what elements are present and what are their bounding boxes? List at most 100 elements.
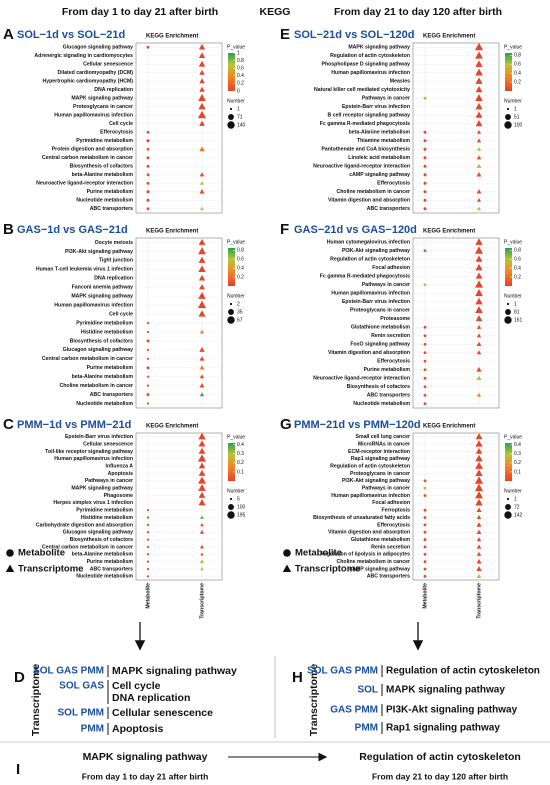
chart-title: GAS−1d vs GAS−21d — [17, 224, 128, 236]
data-point — [476, 375, 482, 381]
category-label: ABC transporters — [90, 392, 133, 398]
data-point — [476, 522, 482, 527]
category-label: Toll-like receptor signaling pathway — [45, 449, 133, 455]
data-point — [475, 238, 483, 245]
category-label: Fanconi anemia pathway — [72, 285, 134, 291]
size-tick-label: 1 — [514, 106, 517, 112]
data-point — [476, 197, 482, 202]
data-point — [423, 181, 427, 185]
data-point — [475, 60, 483, 67]
data-point — [423, 130, 427, 134]
category-label: Neuroactive ligand-receptor interaction — [313, 376, 410, 382]
data-point — [423, 368, 427, 372]
data-point — [199, 346, 205, 352]
data-point — [146, 384, 150, 387]
data-point — [423, 567, 427, 571]
data-point — [475, 111, 483, 118]
category-label: Herpes simplex virus 1 infection — [53, 500, 133, 506]
data-point — [146, 45, 150, 49]
data-point — [146, 173, 150, 177]
category-label: Neuroactive ligand-receptor interaction — [313, 164, 410, 170]
group-label: SOL GAS PMM — [33, 666, 104, 677]
category-label: Neuroactive ligand-receptor interaction — [36, 181, 133, 187]
size-tick-label: 195 — [237, 512, 246, 518]
category-label: Fc gamma R-mediated phagocytosis — [320, 274, 410, 280]
size-key — [229, 497, 233, 501]
data-point — [476, 138, 482, 143]
chart-title: PMM−21d vs PMM−120d — [294, 419, 421, 431]
category-label: Purine metabolism — [364, 367, 411, 373]
legend-title: Number — [227, 293, 245, 299]
legend-label: Transcriptome — [18, 564, 83, 575]
size-key — [504, 121, 512, 129]
to-period: From day 21 to day 120 after birth — [372, 771, 508, 781]
size-tick-label: 161 — [514, 317, 523, 323]
color-tick-label: 0.4 — [514, 265, 521, 271]
data-point — [199, 356, 205, 361]
category-label: Proteoglycans in cancer — [350, 308, 410, 314]
category-label: ABC transporters — [367, 393, 410, 399]
data-point — [198, 447, 206, 454]
data-point — [423, 376, 427, 380]
data-point — [476, 515, 482, 520]
category-label: Natural killer cell mediated cytotoxicit… — [314, 87, 410, 93]
legend-shape — [282, 564, 292, 573]
category-label: Efferocytosis — [377, 522, 410, 528]
data-point — [199, 172, 205, 177]
category-label: Biosynthesis of cofactors — [70, 338, 134, 344]
category-label: cAMP signaling pathway — [349, 172, 410, 178]
data-point — [198, 498, 206, 506]
legend-title: P_value — [504, 44, 522, 50]
data-point — [423, 560, 427, 564]
chart-title: SOL−21d vs SOL−120d — [294, 29, 414, 41]
data-point — [146, 164, 150, 168]
category-label: Human papillomavirus infection — [331, 291, 410, 297]
color-tick-label: 0.8 — [514, 53, 521, 59]
data-point — [475, 68, 483, 76]
category-label: Cell cycle — [109, 311, 133, 317]
data-point — [146, 156, 150, 160]
plot-area — [412, 237, 500, 409]
axis-label: Transcriptome — [30, 664, 42, 737]
color-tick-label: 0.3 — [237, 451, 244, 457]
category-label: Glutathione metabolism — [351, 325, 410, 331]
size-key — [506, 302, 510, 306]
category-label: Measles — [390, 79, 410, 85]
color-bar — [505, 443, 512, 481]
data-point — [146, 181, 150, 185]
size-tick-label: 5 — [237, 496, 240, 502]
data-point — [199, 515, 205, 519]
size-key — [504, 316, 512, 324]
panel-letter: F — [280, 221, 289, 238]
size-tick-label: 72 — [514, 504, 520, 510]
data-point — [475, 306, 483, 313]
data-point — [475, 315, 483, 322]
category-label: Thiamine metabolism — [357, 138, 410, 144]
header-left: From day 1 to day 21 after birth — [62, 6, 218, 18]
legend-title: P_value — [504, 434, 522, 440]
data-point — [423, 494, 427, 497]
chart-subtitle: KEGG Enrichment — [146, 424, 198, 430]
category-label: beta-Alanine metabolism — [72, 172, 134, 178]
data-point — [476, 172, 482, 177]
size-key — [229, 107, 233, 111]
category-label: Adrenergic signaling in cardiomyocytes — [34, 53, 133, 59]
category-label: Epstein-Barr virus infection — [342, 299, 410, 305]
data-point — [423, 479, 427, 483]
color-tick-label: 0.4 — [237, 73, 244, 79]
data-point — [423, 164, 427, 168]
from-pathway: MAPK signaling pathway — [83, 751, 208, 763]
color-tick-label: 0.2 — [514, 274, 521, 280]
category-label: Focal adhesion — [372, 500, 410, 506]
data-point — [476, 206, 482, 211]
pathway: DNA replication — [112, 692, 190, 704]
data-point — [423, 249, 427, 253]
data-point — [476, 324, 482, 329]
x-axis-label: Transcriptome — [476, 583, 482, 619]
category-label: Regulation of actin cytoskeleton — [330, 257, 410, 263]
data-point — [423, 190, 427, 194]
size-tick-label: 142 — [514, 512, 523, 518]
panel-letter: C — [3, 416, 14, 433]
category-label: Nucleotide metabolism — [76, 574, 133, 580]
